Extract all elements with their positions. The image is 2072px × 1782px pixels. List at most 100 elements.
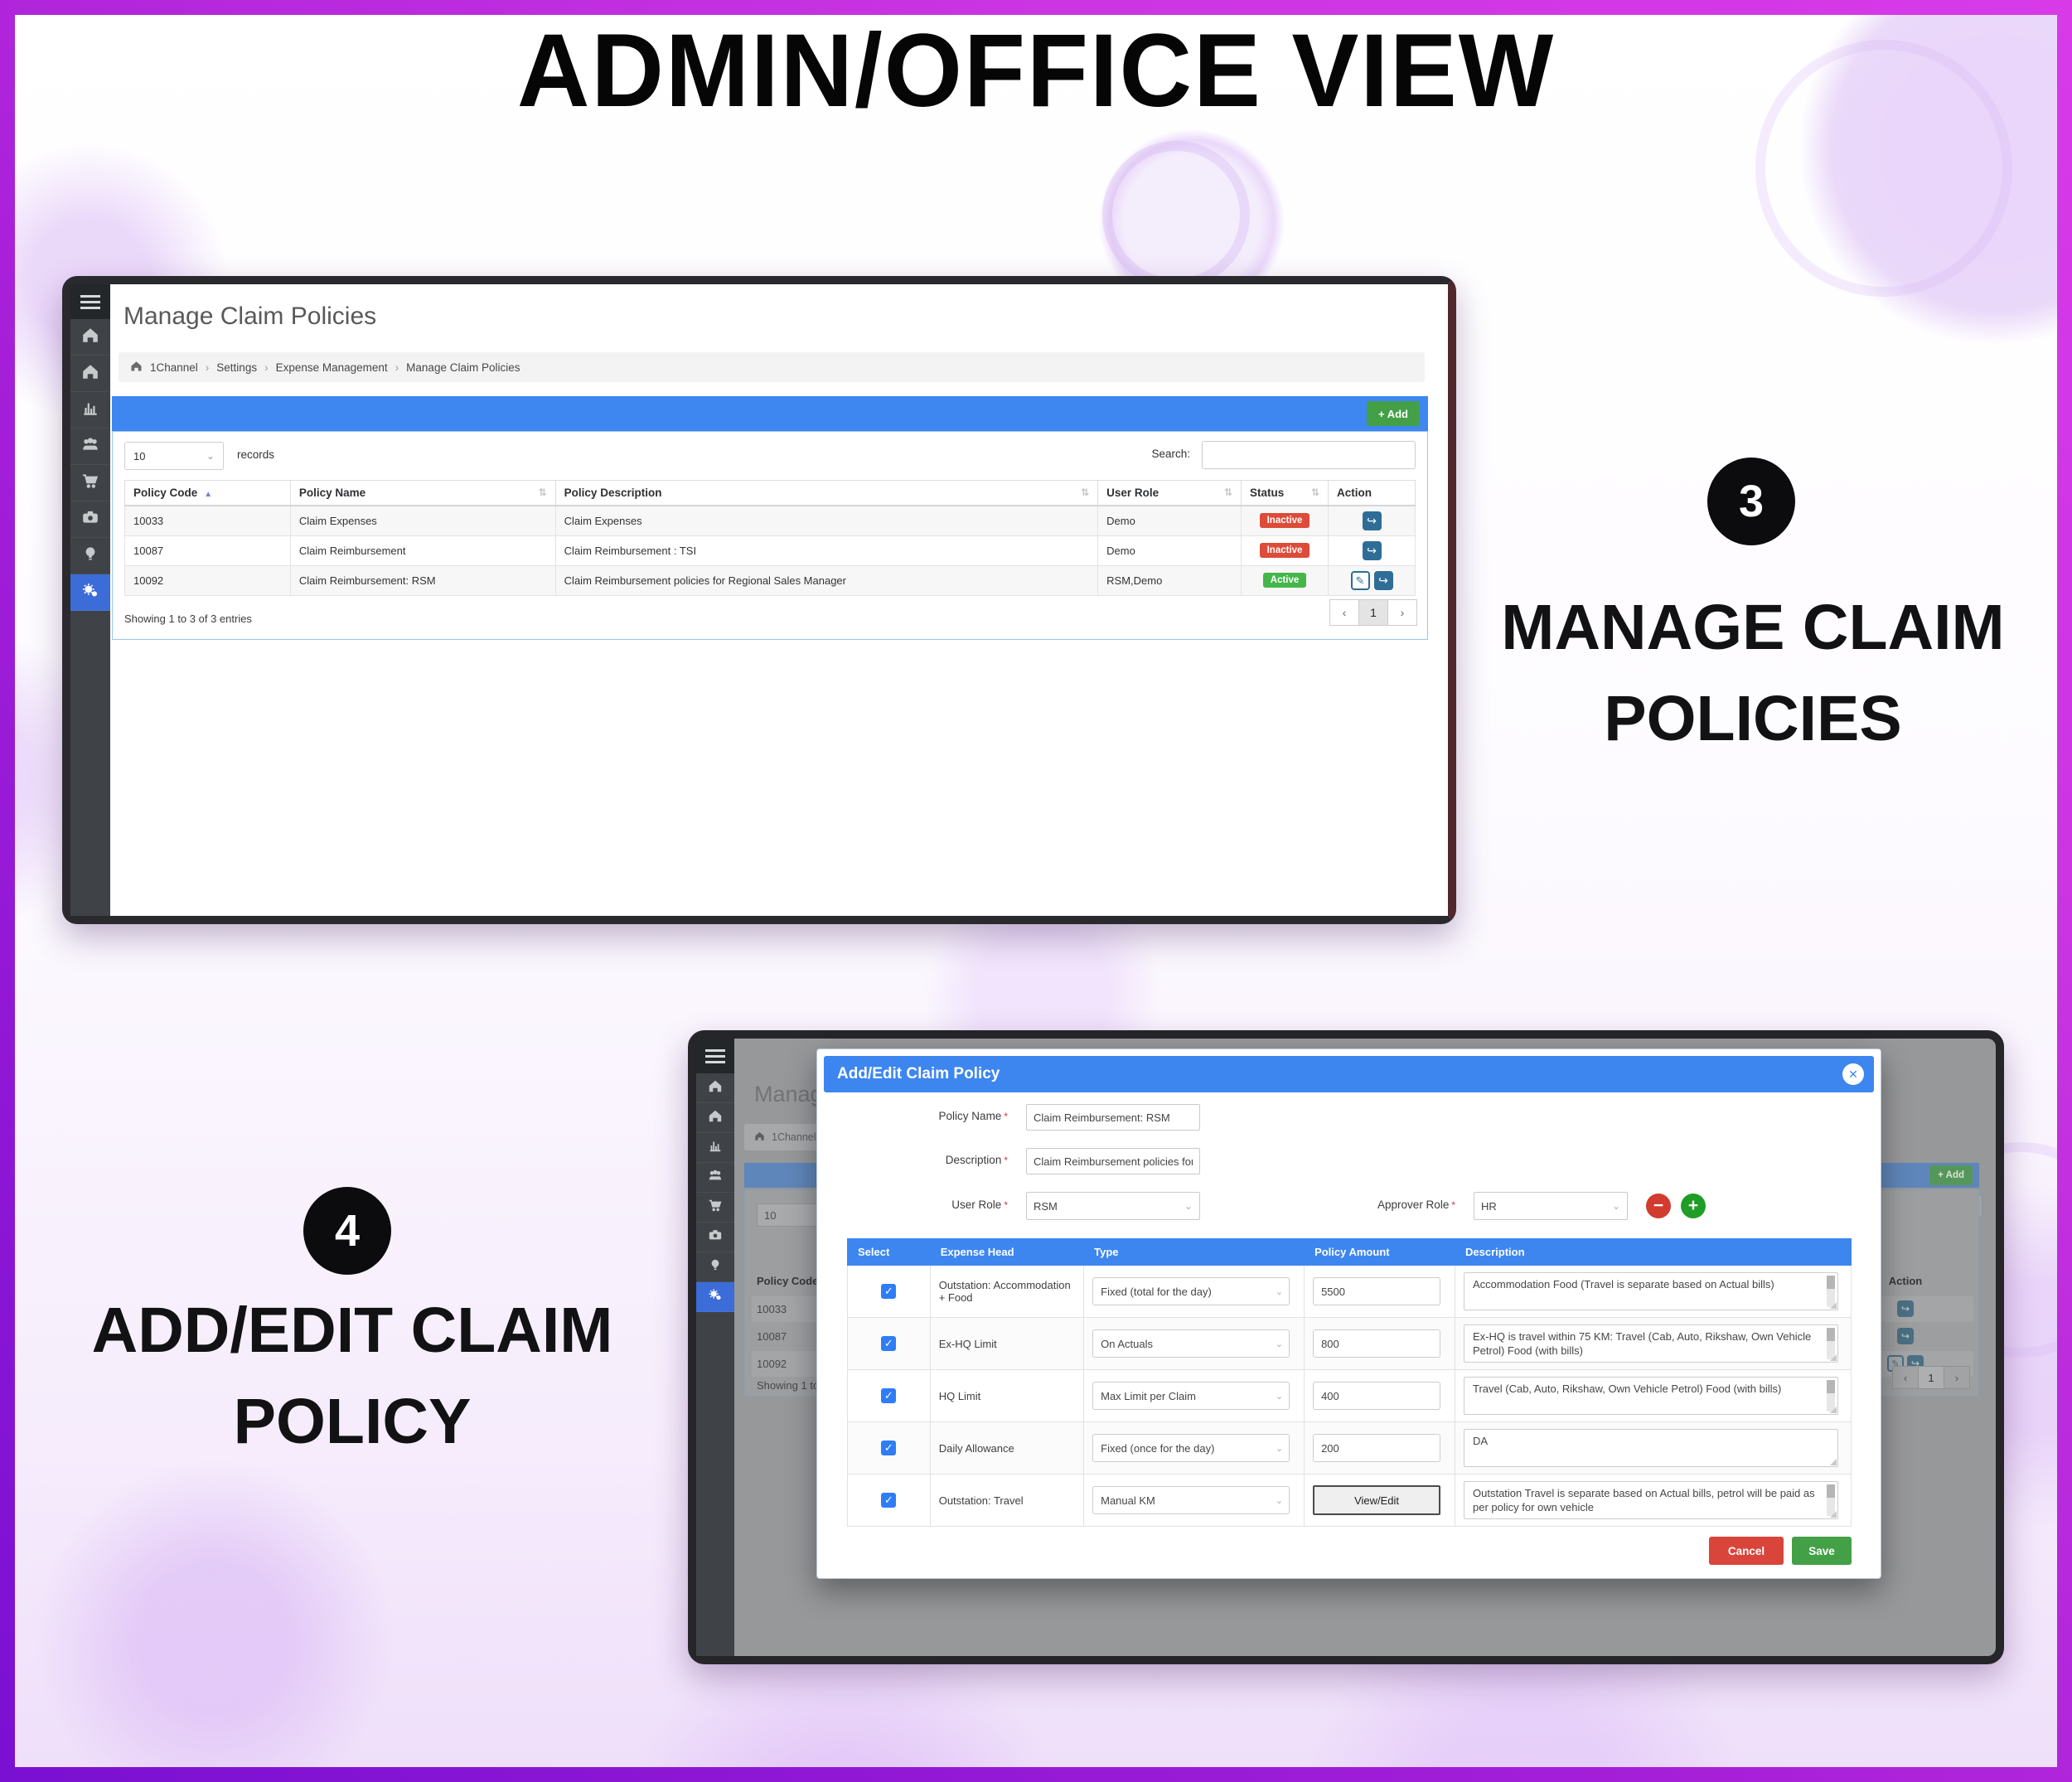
chevron-down-icon: ⌄ [206, 450, 215, 462]
close-icon[interactable]: ✕ [1842, 1063, 1864, 1085]
breadcrumb-item[interactable]: Expense Management [275, 361, 388, 374]
menu-icon[interactable] [696, 1039, 734, 1073]
type-select[interactable]: On Actuals ⌄ [1092, 1329, 1290, 1358]
sidebar-item-home-alt[interactable] [696, 1103, 734, 1133]
share-action-icon[interactable]: ↪ [1373, 570, 1393, 590]
showing-entries-text: Showing 1 to 3 of 3 entries [124, 613, 252, 625]
sidebar-item-users[interactable] [696, 1163, 734, 1193]
cart-icon [81, 472, 99, 494]
user-role-select[interactable]: RSM ⌄ [1026, 1192, 1200, 1220]
sidebar-item-ideas[interactable] [70, 538, 110, 574]
scrollbar-thumb[interactable] [1827, 1484, 1835, 1498]
remove-approver-button[interactable]: − [1646, 1194, 1671, 1218]
policy-name-field[interactable] [1026, 1104, 1200, 1131]
menu-icon[interactable] [70, 284, 110, 319]
home-icon [81, 326, 99, 348]
sidebar-item-reports[interactable] [70, 392, 110, 429]
col-policy-name[interactable]: Policy Name ⇅ [289, 480, 556, 506]
row-checkbox[interactable]: ✓ [881, 1441, 897, 1455]
policy-amount-field[interactable] [1313, 1277, 1441, 1305]
cancel-button[interactable]: Cancel [1709, 1537, 1784, 1565]
breadcrumb-item[interactable]: Settings [216, 361, 258, 374]
approver-role-select[interactable]: HR ⌄ [1474, 1192, 1628, 1220]
breadcrumb-item[interactable]: 1Channel [150, 361, 198, 374]
chevron-down-icon: ⌄ [1184, 1200, 1193, 1212]
scrollbar[interactable] [1827, 1484, 1835, 1516]
description-textarea[interactable]: Outstation Travel is separate based on A… [1464, 1481, 1838, 1519]
description-textarea[interactable]: Ex-HQ is travel within 75 KM: Travel (Ca… [1464, 1324, 1838, 1363]
search-input[interactable] [1202, 441, 1416, 469]
row-checkbox[interactable]: ✓ [881, 1284, 897, 1299]
sidebar-item-orders[interactable] [696, 1193, 734, 1223]
home-icon [130, 360, 143, 375]
showing-entries-text-dimmed: Showing 1 to 3 [757, 1379, 829, 1392]
sidebar-item-home[interactable] [70, 319, 110, 356]
sidebar-item-home-alt[interactable] [70, 356, 110, 392]
share-action-icon: ↪ [1897, 1300, 1914, 1317]
sidebar-item-home[interactable] [696, 1073, 734, 1103]
page-prev-button[interactable]: ‹ [1329, 599, 1359, 626]
row-checkbox[interactable]: ✓ [881, 1336, 897, 1351]
scrollbar[interactable] [1827, 1328, 1835, 1359]
chevron-down-icon: ⌄ [1275, 1391, 1284, 1402]
share-action-icon[interactable]: ↪ [1362, 540, 1382, 560]
edit-action-icon[interactable]: ✎ [1350, 571, 1370, 590]
col-status[interactable]: Status ⇅ [1241, 480, 1329, 506]
scrollbar-thumb[interactable] [1827, 1328, 1835, 1341]
cell-policy-code: 10092 [757, 1358, 787, 1370]
policy-amount-field[interactable] [1313, 1382, 1441, 1410]
cart-icon [708, 1198, 723, 1217]
page-1-button: 1 [1918, 1366, 1944, 1389]
table-row: ✓ Daily Allowance Fixed (once for the da… [847, 1421, 1852, 1475]
modal-title: Add/Edit Claim Policy [837, 1065, 1000, 1082]
share-action-icon[interactable]: ↪ [1362, 511, 1382, 530]
records-per-page-select[interactable]: 10 ⌄ [124, 442, 224, 470]
row-checkbox[interactable]: ✓ [881, 1493, 897, 1508]
table-row: ✓ HQ Limit Max Limit per Claim⌄ Travel (… [847, 1369, 1852, 1422]
scrollbar-thumb[interactable] [1827, 1380, 1835, 1393]
description-textarea[interactable]: Travel (Cab, Auto, Rikshaw, Own Vehicle … [1464, 1377, 1838, 1415]
col-user-role[interactable]: User Role ⇅ [1097, 480, 1242, 506]
col-policy-description[interactable]: Policy Description ⇅ [554, 480, 1099, 506]
view-edit-button[interactable]: View/Edit [1313, 1485, 1441, 1515]
sidebar-item-gallery[interactable] [70, 501, 110, 538]
scrollbar-thumb[interactable] [1827, 1276, 1835, 1289]
resize-handle[interactable] [1830, 1407, 1837, 1413]
resize-handle[interactable] [1830, 1511, 1837, 1518]
gears-icon [708, 1287, 723, 1306]
resize-handle[interactable] [1830, 1354, 1837, 1361]
save-button[interactable]: Save [1792, 1537, 1852, 1565]
scrollbar[interactable] [1827, 1276, 1835, 1307]
description-field[interactable] [1026, 1148, 1200, 1174]
type-select[interactable]: Fixed (once for the day) ⌄ [1092, 1434, 1290, 1462]
sidebar-item-reports[interactable] [696, 1133, 734, 1163]
row-checkbox[interactable]: ✓ [881, 1388, 897, 1403]
col-policy-code[interactable]: Policy Code ▲ [124, 480, 291, 506]
sidebar-item-ideas[interactable] [696, 1252, 734, 1282]
description-textarea[interactable]: Accommodation Food (Travel is separate b… [1464, 1272, 1838, 1310]
cell-policy-description: Claim Reimbursement policies for Regiona… [554, 564, 1099, 596]
breadcrumb-separator: › [264, 361, 269, 374]
policy-amount-field[interactable] [1313, 1329, 1441, 1358]
page-next-button[interactable]: › [1387, 599, 1417, 626]
type-select[interactable]: Manual KM ⌄ [1092, 1486, 1290, 1514]
search-label: Search: [1151, 448, 1190, 460]
sidebar-item-orders[interactable] [70, 465, 110, 501]
sidebar-item-gallery[interactable] [696, 1223, 734, 1252]
resize-handle[interactable] [1830, 1302, 1837, 1309]
add-policy-button[interactable]: + Add [1367, 401, 1420, 426]
add-approver-button[interactable]: + [1681, 1194, 1706, 1218]
sidebar-item-settings[interactable] [696, 1282, 734, 1312]
breadcrumb-item[interactable]: Manage Claim Policies [406, 361, 520, 374]
page-1-button[interactable]: 1 [1358, 599, 1388, 626]
camera-icon [708, 1228, 723, 1247]
manage-claim-policies-window: Manage Claim Policies 1Channel › Setting… [62, 276, 1456, 924]
policy-amount-field[interactable] [1313, 1434, 1441, 1462]
scrollbar[interactable] [1827, 1380, 1835, 1412]
sidebar-item-settings[interactable] [70, 574, 110, 611]
sidebar-item-users[interactable] [70, 429, 110, 465]
resize-handle[interactable] [1830, 1459, 1837, 1465]
description-textarea[interactable]: DA [1464, 1429, 1838, 1467]
type-select[interactable]: Max Limit per Claim ⌄ [1092, 1382, 1290, 1410]
type-select[interactable]: Fixed (total for the day) ⌄ [1092, 1277, 1290, 1305]
